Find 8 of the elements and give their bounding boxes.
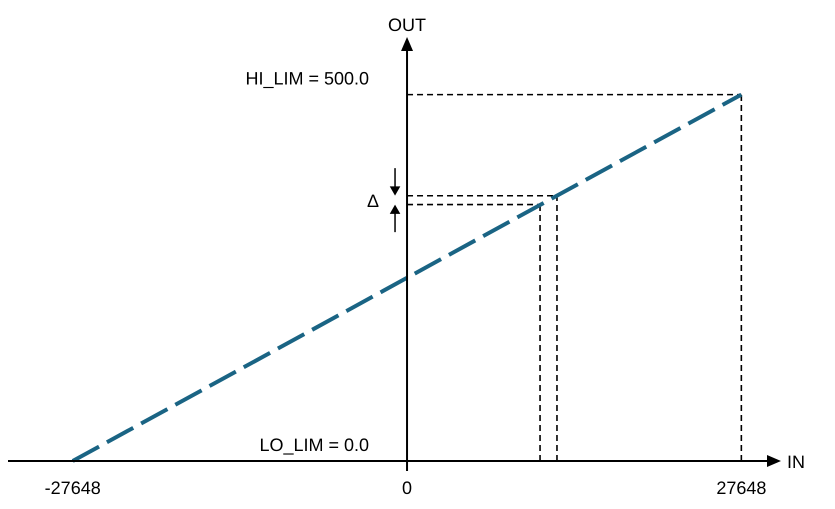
annotation: Δ <box>367 191 380 212</box>
y-tick-label: HI_LIM = 500.0 <box>245 68 370 89</box>
y-tick-label: LO_LIM = 0.0 <box>259 435 370 455</box>
x-tick-label: 27648 <box>716 478 766 498</box>
x-tick-label: 0 <box>402 478 412 498</box>
x-axis-title: IN <box>787 452 805 472</box>
x-tick-label: -27648 <box>44 478 101 498</box>
y-axis-title: OUT <box>388 15 426 35</box>
